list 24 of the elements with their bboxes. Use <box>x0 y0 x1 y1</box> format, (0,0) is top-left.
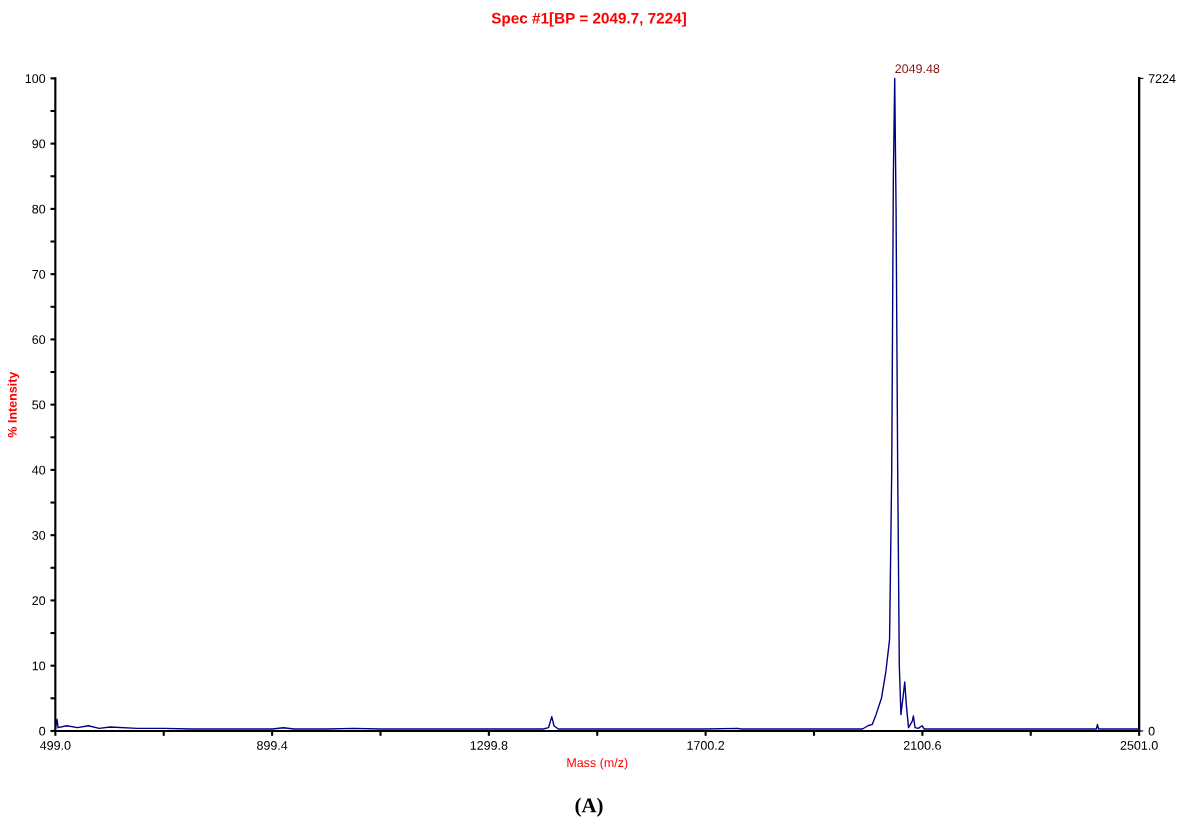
y-tick-label: 100 <box>25 74 46 84</box>
y-tick-label: 80 <box>32 204 46 214</box>
y-axis-title: % Intensity <box>7 371 20 438</box>
y2-tick-label: 7224 <box>1148 74 1176 83</box>
x-tick-label: 2501.0 <box>1120 741 1158 750</box>
y-tick-label: 60 <box>32 335 46 345</box>
x-tick-label: 499.0 <box>40 741 71 750</box>
y-tick-label: 0 <box>39 726 46 736</box>
x-axis-title: Mass (m/z) <box>567 757 628 770</box>
annotation: 2049.48 <box>895 64 940 74</box>
y-tick-label: 30 <box>32 530 46 540</box>
x-tick-label: 2100.6 <box>903 741 941 750</box>
x-tick-label: 1299.8 <box>470 741 508 750</box>
text: (A) <box>575 797 603 817</box>
x-tick-label: 1700.2 <box>687 741 725 750</box>
y-tick-label: 90 <box>32 139 46 149</box>
y-tick-label: 70 <box>32 269 46 279</box>
y-tick-label: 10 <box>32 661 46 671</box>
chart-title: Spec #1[BP = 2049.7, 7224] <box>491 12 686 27</box>
x-tick-label: 899.4 <box>257 741 288 750</box>
y-tick-label: 50 <box>32 400 46 410</box>
y-tick-label: 20 <box>32 596 46 606</box>
y2-tick-label: 0 <box>1148 726 1155 736</box>
y-tick-label: 40 <box>32 465 46 475</box>
